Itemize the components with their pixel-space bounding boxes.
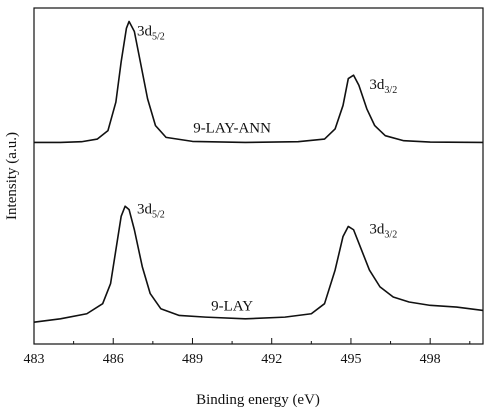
x-tick-label: 486: [103, 352, 124, 367]
peak-label: 3d5/2: [137, 23, 165, 42]
x-ticks: 483 486 489 492 495 498: [24, 338, 471, 367]
traces: [33, 20, 484, 323]
plot-frame: [33, 7, 484, 345]
y-axis-title: Intensity (a.u.): [4, 132, 20, 220]
peak-annotations: 3d5/2 3d3/2 3d5/2 3d3/2: [137, 23, 397, 240]
trace-name-label: 9-LAY: [211, 298, 253, 314]
peak-label: 3d3/2: [369, 222, 397, 241]
x-axis-title: Binding energy (eV): [196, 392, 320, 408]
x-tick-label: 492: [261, 352, 282, 367]
peak-label: 3d5/2: [137, 202, 165, 221]
trace-line-annealed: [34, 20, 484, 144]
trace-labels: 9-LAY-ANN 9-LAY: [193, 120, 271, 314]
trace-line-as-deposited: [33, 205, 484, 323]
x-tick-label: 495: [340, 352, 361, 367]
trace-name-label: 9-LAY-ANN: [193, 120, 271, 136]
peak-label: 3d3/2: [369, 77, 397, 96]
x-tick-label: 498: [420, 352, 441, 367]
x-tick-label: 489: [182, 352, 203, 367]
x-tick-label: 483: [24, 352, 45, 367]
